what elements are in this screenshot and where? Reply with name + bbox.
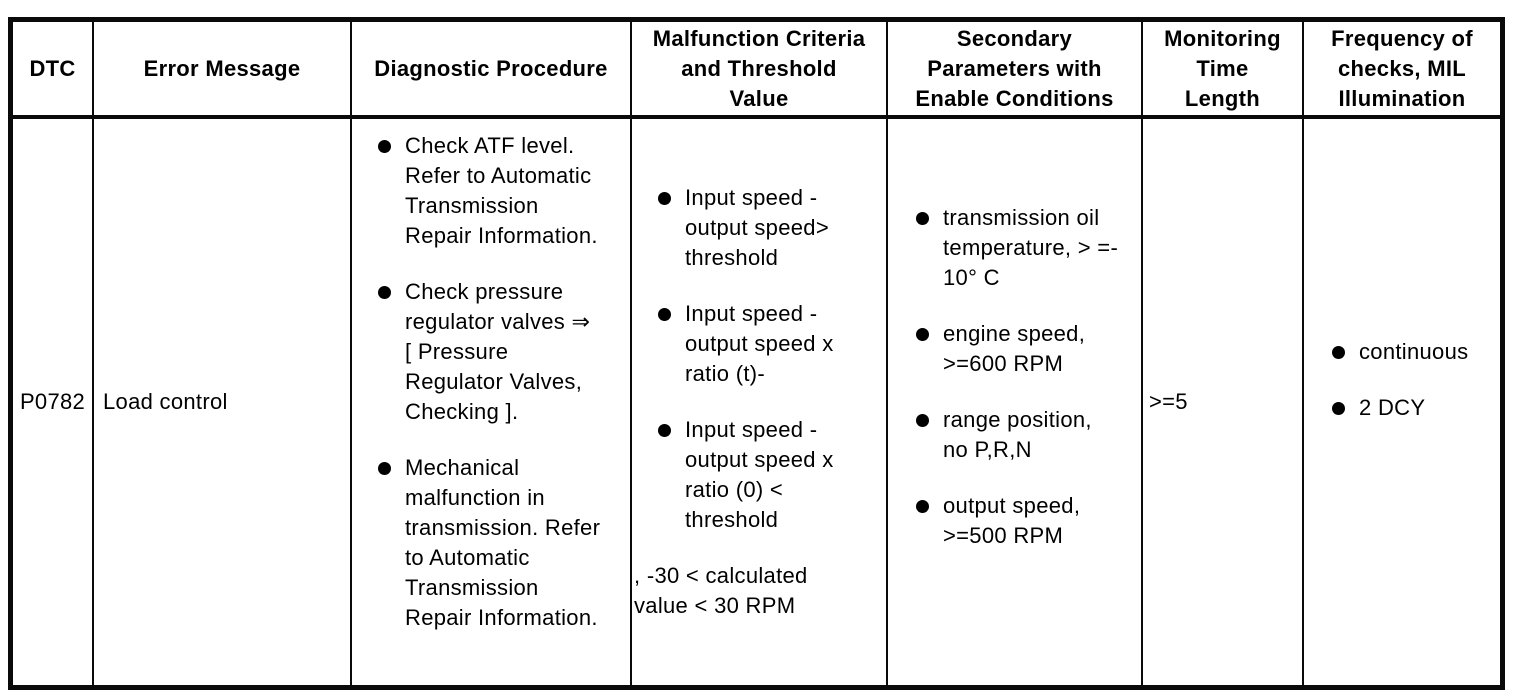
table-row-cell-monitoring-time: >=5	[1143, 119, 1304, 685]
header-cell-error-message: Error Message	[94, 22, 352, 119]
table-row-cell-diagnostic-procedure: Check ATF level. Refer to Automatic Tran…	[352, 119, 632, 685]
list-item: range position, no P,R,N	[916, 405, 1137, 465]
table-row-cell-secondary-parameters: transmission oil temperature, > =- 10° C…	[888, 119, 1143, 685]
list-item: transmission oil temperature, > =- 10° C	[916, 203, 1137, 293]
table-row-cell-malfunction-criteria: Input speed - output speed> threshold In…	[632, 119, 888, 685]
bullet-dot-icon	[658, 424, 671, 437]
bullet-dot-icon	[1332, 345, 1345, 359]
bullet-dot-icon	[378, 286, 391, 299]
list-item: Mechanical malfunction in transmission. …	[378, 453, 626, 633]
header-cell-dtc: DTC	[13, 22, 94, 119]
bullet-dot-icon	[1332, 401, 1345, 415]
list-item-text: output speed, >=500 RPM	[943, 493, 1081, 548]
list-item: output speed, >=500 RPM	[916, 491, 1137, 551]
list-item-text: Mechanical malfunction in transmission. …	[405, 455, 601, 630]
list-item: Check pressure regulator valves ⇒ [ Pres…	[378, 277, 626, 427]
table-row-cell-error-message: Load control	[94, 119, 352, 685]
header-cell-secondary-parameters: Secondary Parameters with Enable Conditi…	[888, 22, 1143, 119]
header-cell-frequency: Frequency of checks, MIL Illumination	[1304, 22, 1500, 119]
list-item-text: Check pressure regulator valves ⇒ [ Pres…	[405, 279, 591, 424]
list-item-text: continuous	[1359, 338, 1469, 364]
header-cell-diagnostic-procedure: Diagnostic Procedure	[352, 22, 632, 119]
list-item-text: engine speed, >=600 RPM	[943, 321, 1086, 376]
bullet-dot-icon	[378, 140, 391, 153]
list-item-text: Check ATF level. Refer to Automatic Tran…	[405, 133, 598, 248]
list-item-text: range position, no P,R,N	[943, 407, 1092, 462]
table-row-cell-frequency: continuous 2 DCY	[1304, 119, 1500, 685]
list-item-text: Input speed - output speed x ratio (t)-	[685, 301, 834, 386]
list-item-text: 2 DCY	[1359, 394, 1426, 420]
dtc-table: DTC Error Message Diagnostic Procedure M…	[8, 17, 1505, 690]
list-item-text: transmission oil temperature, > =- 10° C	[943, 205, 1119, 290]
list-item: continuous	[1332, 337, 1496, 367]
list-item: engine speed, >=600 RPM	[916, 319, 1137, 379]
calculated-value-note: , -30 < calculated value < 30 RPM	[634, 563, 808, 618]
header-cell-malfunction-criteria: Malfunction Criteria and Threshold Value	[632, 22, 888, 119]
list-item: 2 DCY	[1332, 393, 1496, 423]
list-item: Check ATF level. Refer to Automatic Tran…	[378, 131, 626, 251]
error-message-text: Load control	[103, 389, 228, 414]
dtc-code: P0782	[19, 389, 86, 414]
list-item: Input speed - output speed x ratio (t)-	[658, 299, 882, 389]
bullet-dot-icon	[378, 462, 391, 475]
list-item: Input speed - output speed x ratio (0) <…	[658, 415, 882, 535]
list-item: Input speed - output speed> threshold	[658, 183, 882, 273]
bullet-dot-icon	[658, 192, 671, 205]
monitoring-time-value: >=5	[1149, 389, 1188, 414]
table-row-cell-dtc: P0782	[13, 119, 94, 685]
bullet-dot-icon	[916, 414, 929, 427]
bullet-dot-icon	[916, 500, 929, 513]
list-item-text: Input speed - output speed x ratio (0) <…	[685, 417, 834, 532]
bullet-dot-icon	[916, 328, 929, 341]
list-item-text: Input speed - output speed> threshold	[685, 185, 829, 270]
bullet-dot-icon	[658, 308, 671, 321]
bullet-dot-icon	[916, 212, 929, 225]
header-cell-monitoring-time: Monitoring Time Length	[1143, 22, 1304, 119]
